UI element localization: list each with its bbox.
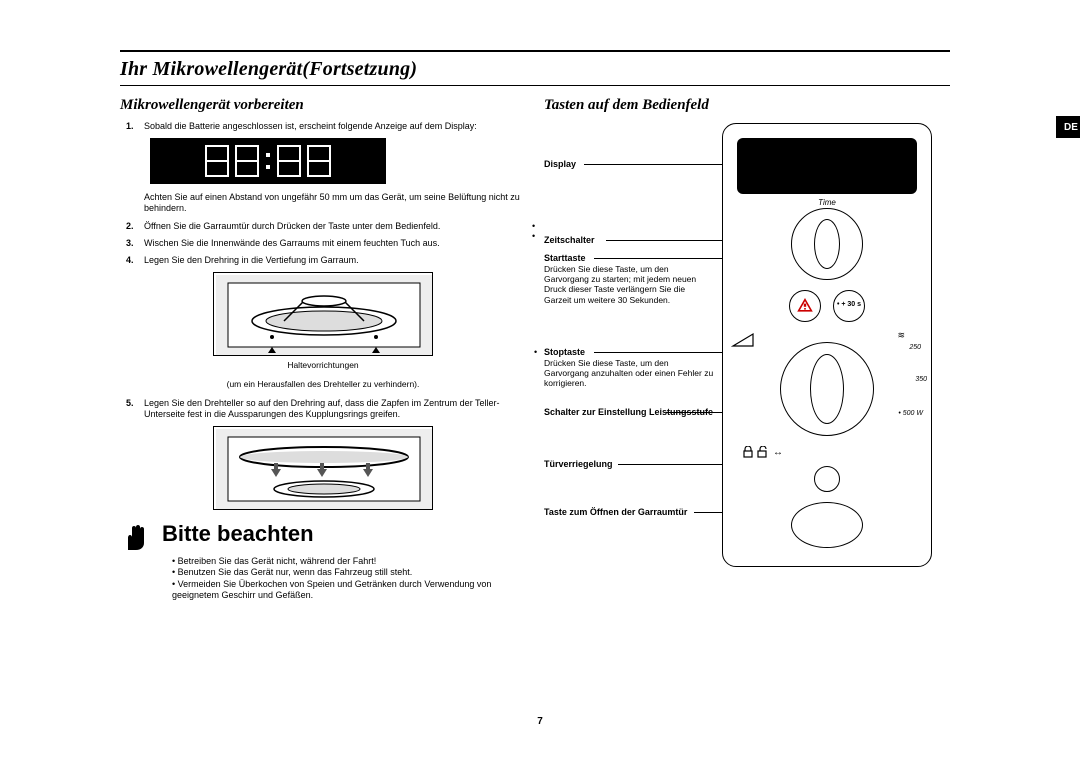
notice-block: Bitte beachten: [120, 520, 526, 552]
digit: [307, 145, 331, 177]
step-text: Sobald die Batterie angeschlossen ist, e…: [144, 121, 526, 132]
step-3: 3. Wischen Sie die Innenwände des Garrau…: [120, 238, 526, 249]
label-desc: Drücken Sie diese Taste, um den Garvorga…: [544, 358, 714, 389]
lock-open-icon: [757, 446, 769, 462]
power-250: 250: [909, 344, 921, 353]
step-2: 2. Öffnen Sie die Garraumtür durch Drück…: [120, 221, 526, 232]
leader-line: [584, 164, 738, 165]
bullet-icon: •: [534, 347, 537, 358]
lock-closed-icon: [743, 446, 753, 462]
panel-labels: Display Zeitschalter Starttaste Drücken …: [544, 123, 722, 567]
right-column: Tasten auf dem Bedienfeld •• Display Zei…: [544, 96, 950, 601]
colon: [265, 145, 271, 177]
page-number: 7: [537, 716, 543, 727]
top-rule: [120, 50, 950, 52]
plus30-button: • + 30 s: [833, 290, 865, 322]
dots-deco: ••: [532, 224, 535, 239]
notice-bullets: Betreiben Sie das Gerät nicht, während d…: [172, 556, 526, 601]
control-panel-diagram: Time • + 30 s: [722, 123, 932, 567]
step-number: [120, 192, 144, 215]
stop-button-icon: [789, 290, 821, 322]
dial-knob: [814, 219, 840, 269]
panel-display: [737, 138, 917, 194]
step-text: Legen Sie den Drehring in die Vertiefung…: [144, 255, 526, 266]
dial-knob: [810, 354, 844, 424]
notice-title: Bitte beachten: [162, 520, 314, 548]
digit: [205, 145, 229, 177]
step-text: Legen Sie den Drehteller so auf den Dreh…: [144, 398, 526, 421]
power-350: 350: [915, 376, 927, 385]
step-4: 4. Legen Sie den Drehring in die Vertief…: [120, 255, 526, 266]
label-display: Display: [544, 159, 576, 170]
step-text: Wischen Sie die Innenwände des Garraums …: [144, 238, 526, 249]
figure-caption-1a: Haltevorrichtungen: [120, 360, 526, 371]
left-column: Mikrowellengerät vorbereiten 1. Sobald d…: [120, 96, 526, 601]
figure-caption-1b: (um ein Herausfallen des Drehteller zu v…: [120, 379, 526, 390]
digit: [235, 145, 259, 177]
lock-button: [814, 466, 840, 492]
bullet: Benutzen Sie das Gerät nur, wenn das Fah…: [172, 567, 526, 578]
step-number: 4.: [120, 255, 144, 266]
hand-icon: [120, 520, 152, 552]
left-heading: Mikrowellengerät vorbereiten: [120, 96, 526, 115]
label-lock: Türverriegelung: [544, 459, 613, 470]
display-illustration: [150, 138, 386, 184]
figure-turntable: [213, 426, 433, 510]
language-badge: DE: [1056, 116, 1080, 138]
figure-ring: [213, 272, 433, 356]
title-underline: [120, 85, 950, 86]
lock-row: ↔: [743, 446, 917, 462]
label-stoptaste: • Stoptaste Drücken Sie diese Taste, um …: [544, 347, 714, 389]
step-text: Achten Sie auf einen Abstand von ungefäh…: [144, 192, 526, 215]
step-1b: Achten Sie auf einen Abstand von ungefäh…: [120, 192, 526, 215]
time-dial: [791, 208, 863, 280]
digit: [277, 145, 301, 177]
step-number: 3.: [120, 238, 144, 249]
step-number: 5.: [120, 398, 144, 421]
page-title: Ihr Mikrowellengerät(Fortsetzung): [120, 58, 950, 81]
page-content: Ihr Mikrowellengerät(Fortsetzung) Mikrow…: [120, 50, 950, 601]
step-number: 2.: [120, 221, 144, 232]
step-1: 1. Sobald die Batterie angeschlossen ist…: [120, 121, 526, 132]
time-dial-label: Time: [818, 198, 836, 208]
right-heading: Tasten auf dem Bedienfeld: [544, 96, 950, 115]
label-starttaste: Starttaste Drücken Sie diese Taste, um d…: [544, 253, 714, 305]
step-number: 1.: [120, 121, 144, 132]
power-500w: • 500 W: [898, 410, 923, 419]
wedge-icon: [731, 332, 755, 352]
wave-icon: ≋: [897, 330, 905, 341]
label-desc: Drücken Sie diese Taste, um den Garvorga…: [544, 264, 714, 305]
power-dial: [780, 342, 874, 436]
label-door: Taste zum Öffnen der Garraumtür: [544, 507, 687, 518]
step-text: Öffnen Sie die Garraumtür durch Drücken …: [144, 221, 526, 232]
arrow-icon: ↔: [773, 447, 783, 460]
door-open-button: [791, 502, 863, 548]
bullet: Vermeiden Sie Überkochen von Speien und …: [172, 579, 526, 602]
step-5: 5. Legen Sie den Drehteller so auf den D…: [120, 398, 526, 421]
label-zeitschalter: Zeitschalter: [544, 235, 595, 246]
bullet: Betreiben Sie das Gerät nicht, während d…: [172, 556, 526, 567]
